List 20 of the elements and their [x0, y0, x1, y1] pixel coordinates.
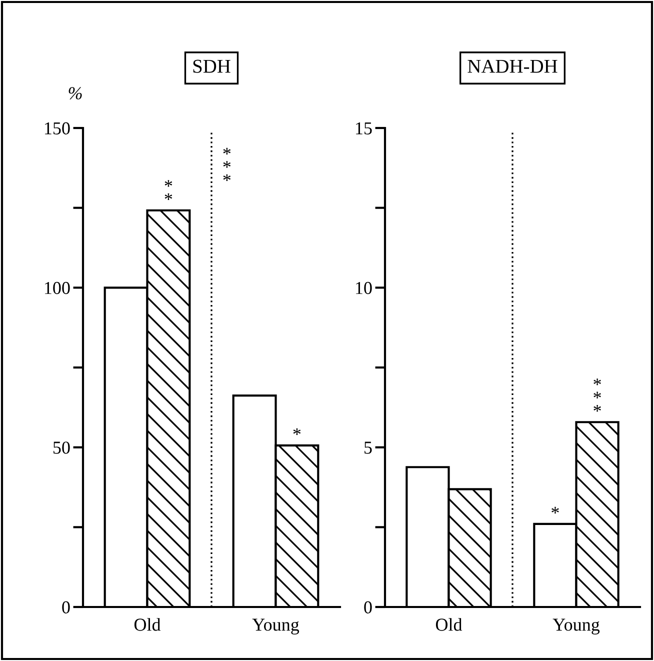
y-tick-label: 5: [364, 442, 372, 454]
chart-title: NADH-DH: [468, 60, 558, 73]
annotation: ***: [223, 148, 231, 181]
x-tick-label: Old: [134, 618, 161, 631]
y-tick-label: 10: [356, 282, 372, 294]
y-tick-label: 0: [62, 601, 70, 614]
y-tick-label: 50: [53, 442, 70, 454]
y-tick-label: 0: [364, 601, 372, 614]
x-tick-label: Old: [436, 618, 462, 631]
y-tick-label: 100: [45, 282, 70, 294]
x-tick-label: Young: [552, 618, 600, 634]
chart-title: SDH: [193, 60, 230, 73]
annotation: **: [164, 180, 172, 200]
annotation: *: [293, 428, 301, 435]
y-tick-label: 150: [45, 122, 70, 134]
annotation: *: [552, 506, 559, 514]
y-tick-label: 15: [356, 122, 372, 134]
annotation: ***: [594, 378, 601, 412]
y-axis-title: %: [68, 87, 82, 100]
x-tick-label: Young: [252, 618, 300, 634]
